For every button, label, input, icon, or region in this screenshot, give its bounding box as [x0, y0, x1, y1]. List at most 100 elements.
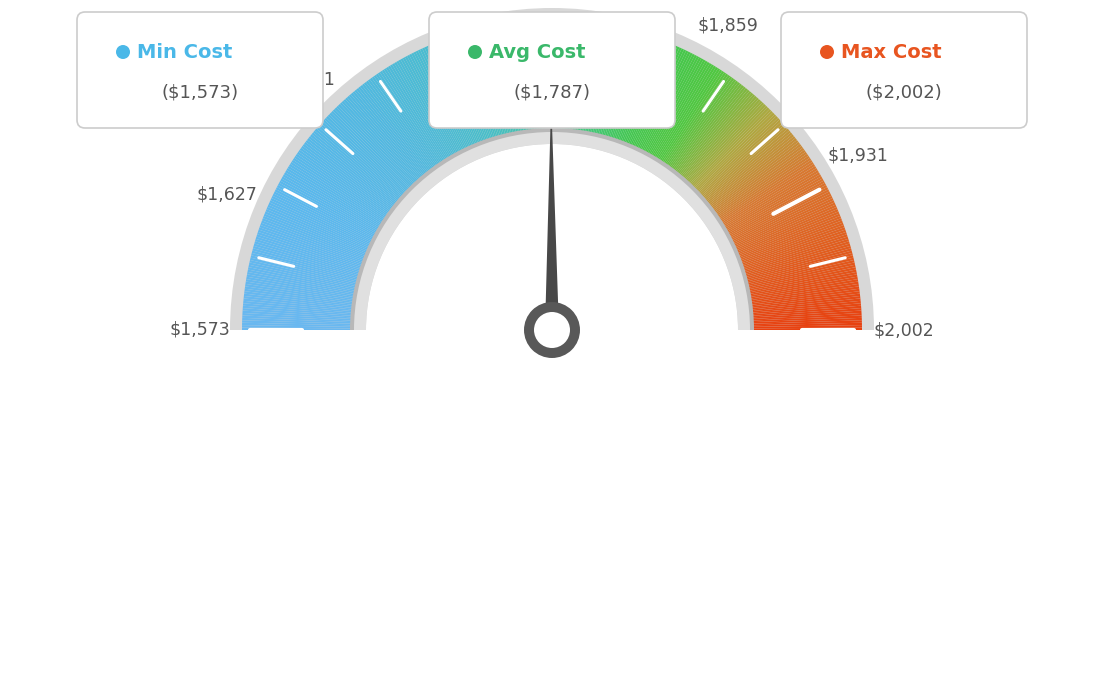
Wedge shape [460, 33, 495, 139]
Wedge shape [709, 138, 797, 208]
Wedge shape [328, 115, 408, 192]
Wedge shape [314, 130, 399, 203]
Wedge shape [434, 43, 477, 145]
Wedge shape [746, 260, 854, 286]
Wedge shape [426, 46, 473, 147]
Wedge shape [636, 48, 684, 149]
Wedge shape [735, 205, 837, 250]
Wedge shape [520, 21, 533, 131]
Wedge shape [307, 138, 395, 208]
Wedge shape [540, 20, 545, 130]
Wedge shape [242, 318, 352, 324]
Wedge shape [730, 187, 828, 239]
Wedge shape [470, 30, 501, 137]
Wedge shape [244, 293, 353, 308]
Wedge shape [668, 78, 734, 168]
Wedge shape [665, 74, 729, 166]
Wedge shape [572, 21, 586, 131]
Wedge shape [243, 310, 352, 319]
Wedge shape [407, 55, 459, 153]
Wedge shape [310, 135, 397, 205]
Polygon shape [352, 330, 752, 630]
Wedge shape [269, 200, 370, 248]
Wedge shape [358, 86, 428, 174]
Circle shape [820, 45, 834, 59]
Text: ($2,002): ($2,002) [866, 83, 943, 101]
Text: $1,573: $1,573 [170, 321, 231, 339]
Wedge shape [700, 121, 783, 197]
Wedge shape [751, 293, 860, 308]
Wedge shape [749, 275, 858, 295]
Wedge shape [499, 24, 519, 133]
Wedge shape [751, 288, 860, 305]
Wedge shape [655, 64, 714, 159]
Wedge shape [588, 25, 611, 134]
Wedge shape [752, 315, 862, 322]
Wedge shape [265, 211, 368, 255]
Wedge shape [338, 104, 415, 186]
Wedge shape [300, 148, 390, 214]
Wedge shape [349, 95, 422, 179]
Wedge shape [266, 209, 368, 253]
Wedge shape [745, 250, 852, 280]
Wedge shape [720, 162, 814, 223]
Wedge shape [401, 59, 456, 155]
Wedge shape [354, 132, 750, 330]
Wedge shape [242, 320, 352, 325]
Wedge shape [731, 191, 830, 242]
Circle shape [534, 312, 570, 348]
Wedge shape [751, 298, 861, 311]
Wedge shape [254, 241, 360, 274]
Wedge shape [752, 318, 862, 324]
Wedge shape [752, 328, 862, 330]
Wedge shape [661, 71, 724, 164]
Wedge shape [559, 20, 564, 130]
Wedge shape [298, 150, 390, 215]
Wedge shape [456, 34, 491, 140]
Wedge shape [289, 164, 383, 224]
Wedge shape [286, 168, 382, 227]
Wedge shape [297, 152, 389, 216]
Wedge shape [277, 185, 375, 238]
Wedge shape [619, 39, 659, 142]
Wedge shape [553, 20, 556, 130]
Wedge shape [751, 301, 861, 313]
Wedge shape [688, 102, 764, 184]
Wedge shape [296, 154, 388, 217]
Wedge shape [516, 22, 530, 131]
Wedge shape [742, 234, 848, 270]
Wedge shape [321, 121, 404, 197]
Wedge shape [245, 282, 354, 300]
Wedge shape [654, 63, 712, 159]
Text: $2,002: $2,002 [873, 321, 934, 339]
Wedge shape [677, 88, 747, 175]
Wedge shape [673, 83, 742, 172]
Wedge shape [244, 296, 353, 310]
Wedge shape [258, 227, 363, 265]
Wedge shape [581, 23, 598, 132]
Wedge shape [570, 21, 581, 131]
Wedge shape [464, 32, 496, 139]
Wedge shape [721, 164, 815, 224]
Wedge shape [316, 127, 401, 200]
Wedge shape [274, 191, 373, 242]
Wedge shape [563, 21, 572, 130]
Wedge shape [386, 67, 446, 161]
Wedge shape [538, 20, 544, 130]
Wedge shape [264, 214, 367, 257]
Wedge shape [681, 92, 753, 178]
Wedge shape [631, 46, 678, 147]
Wedge shape [375, 74, 439, 166]
Wedge shape [242, 328, 352, 330]
Wedge shape [535, 20, 542, 130]
Wedge shape [645, 55, 697, 153]
Wedge shape [290, 162, 384, 223]
Wedge shape [263, 216, 367, 258]
FancyBboxPatch shape [781, 12, 1027, 128]
Wedge shape [482, 28, 508, 135]
Wedge shape [322, 119, 405, 195]
Wedge shape [701, 124, 785, 198]
Wedge shape [479, 28, 507, 135]
Wedge shape [318, 125, 402, 199]
Wedge shape [528, 21, 538, 130]
